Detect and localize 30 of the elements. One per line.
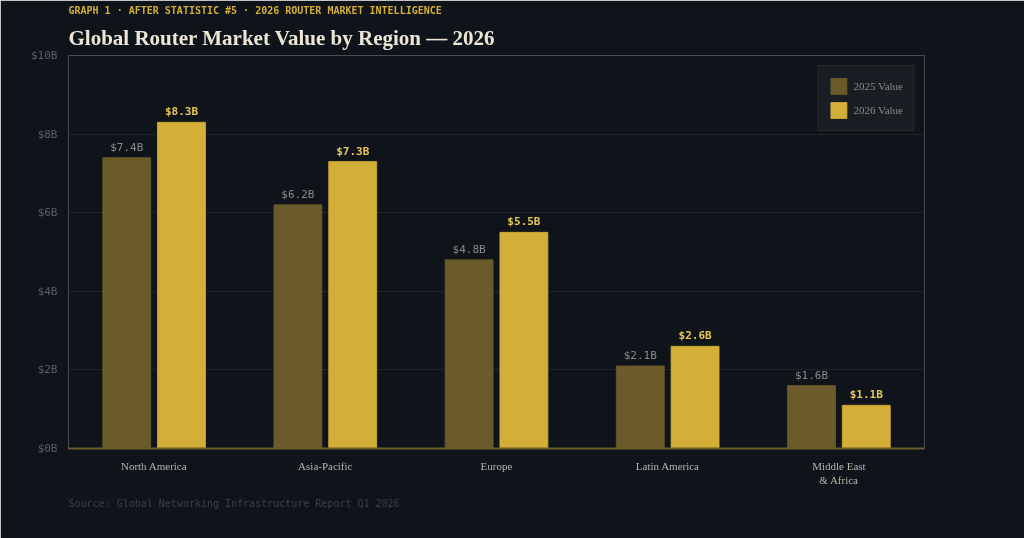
data-label: $6.2B <box>281 187 315 201</box>
y-tick-label: $10B <box>31 49 58 62</box>
y-tick-label: $4B <box>37 284 58 298</box>
x-tick-label: Middle East & Africa <box>812 459 866 486</box>
y-tick-label: $6B <box>37 206 58 220</box>
data-label: $2.1B <box>623 348 658 362</box>
data-label: $8.3B <box>164 105 199 119</box>
data-label: $7.4B <box>110 140 144 154</box>
chart-title: Global Router Market Value by Region — 2026 <box>68 25 495 50</box>
data-label: $5.5B <box>507 215 541 229</box>
data-label: $1.6B <box>794 368 829 382</box>
bar <box>670 345 720 449</box>
y-tick-label: $2B <box>37 363 58 377</box>
data-label: $7.3B <box>336 144 370 158</box>
bar <box>157 121 206 449</box>
bar <box>328 161 378 449</box>
y-tick-label: $8B <box>37 127 58 141</box>
data-label: $1.1B <box>849 388 884 402</box>
x-tick-label: Asia-Pacific <box>298 459 353 472</box>
x-tick-label: North America <box>120 459 187 472</box>
y-tick-label: $0B <box>37 442 58 455</box>
bar <box>841 404 891 449</box>
bar <box>499 231 549 449</box>
chart-subtitle: GRAPH 1 · AFTER STATISTIC #5 · 2026 ROUTER MARKET INTELLIGENCE <box>68 4 442 16</box>
legend-label: 2026 Value <box>853 104 903 116</box>
data-label: $2.6B <box>678 329 713 343</box>
x-tick-label: Europe <box>480 459 513 472</box>
data-label: $4.8B <box>452 242 487 256</box>
x-tick-label: Latin America <box>635 459 700 472</box>
legend-label: 2025 Value <box>853 80 903 92</box>
